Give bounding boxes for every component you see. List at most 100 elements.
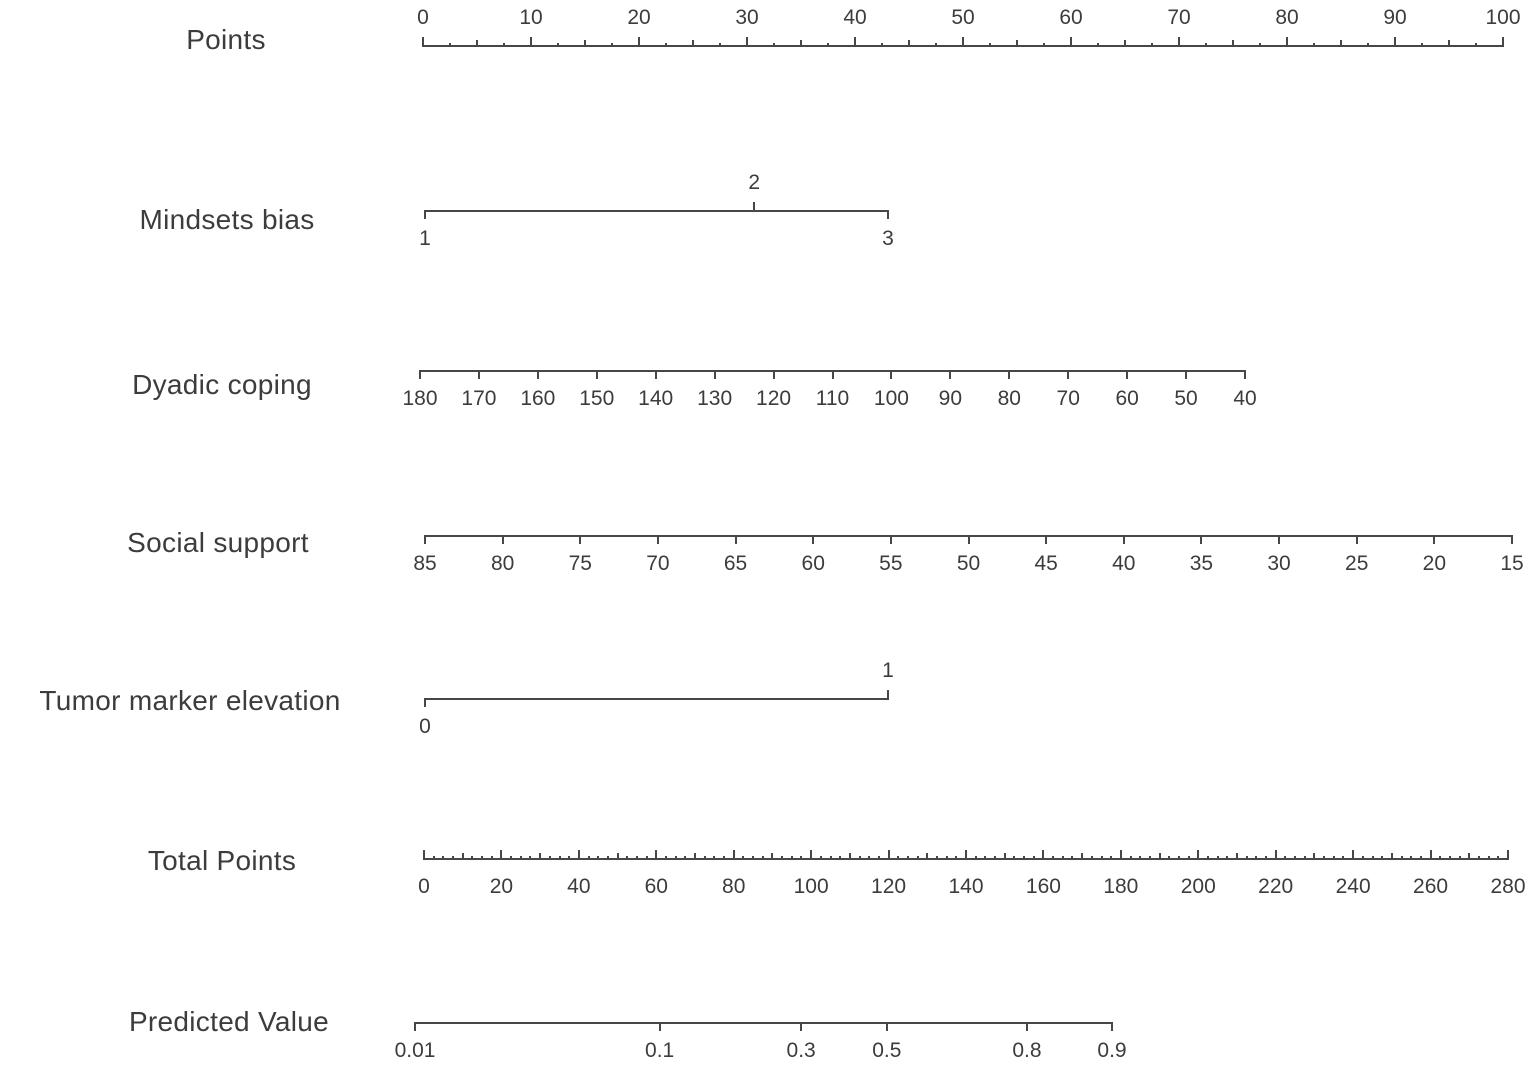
tick-total-points [1313,853,1316,860]
tick-label-predicted-value: 0.5 [872,1039,902,1062]
tick-label-total-points: 40 [567,875,591,898]
tick-total-points [1168,855,1171,860]
tick-points [557,42,559,47]
tick-total-points [1274,850,1277,860]
tick-mindsets-bias [424,210,426,219]
tick-total-points [1003,853,1006,860]
tick-total-points [1303,855,1306,860]
tick-total-points [1177,855,1180,860]
tick-total-points [761,855,764,860]
tick-label-total-points: 120 [871,875,907,898]
tick-total-points [1119,850,1122,860]
tick-label-points: 60 [1059,6,1083,29]
tick-mindsets-bias [887,210,889,219]
tick-points [1367,42,1369,47]
tick-label-total-points: 100 [793,875,829,898]
tick-total-points [1468,853,1471,860]
tick-total-points [490,855,493,860]
tick-total-points [1158,853,1161,860]
tick-total-points [1032,855,1035,860]
tick-dyadic-coping [1008,370,1011,379]
tick-total-points [655,850,658,860]
tick-points [773,42,775,47]
tick-label-dyadic-coping: 100 [873,387,909,410]
tick-label-total-points: 240 [1335,875,1371,898]
tick-label-predicted-value: 0.9 [1097,1039,1127,1062]
tick-label-dyadic-coping: 170 [461,387,497,410]
tick-points [449,42,451,47]
tick-label-social-support: 50 [956,552,981,575]
tick-social-support [501,535,504,544]
tick-total-points [1226,855,1229,860]
tick-label-social-support: 45 [1034,552,1058,575]
tick-total-points [1400,855,1403,860]
tick-points [584,40,586,47]
tick-total-points [1361,855,1364,860]
tick-label-predicted-value: 0.1 [645,1039,675,1062]
tick-total-points [529,855,532,860]
tick-label-total-points: 280 [1490,875,1526,898]
tick-label-mindsets-bias: 3 [882,227,894,250]
tick-total-points [1206,855,1209,860]
tick-dyadic-coping [831,370,834,379]
tick-predicted-value [885,1022,888,1031]
tick-total-points [1255,855,1258,860]
tick-social-support [1045,535,1048,544]
tick-total-points [1352,850,1355,860]
tick-total-points [645,855,648,860]
tick-total-points [723,855,726,860]
tick-total-points [1332,855,1335,860]
tick-social-support [1355,535,1358,544]
tick-label-social-support: 75 [568,552,592,575]
tick-points [1421,42,1423,47]
tick-total-points [1148,855,1151,860]
tick-label-social-support: 85 [413,552,437,575]
tick-dyadic-coping [477,370,480,379]
tick-dyadic-coping [1244,370,1246,379]
tick-total-points [935,855,938,860]
tick-total-points [742,855,745,860]
tick-points [1313,42,1315,47]
tick-total-points [771,853,774,860]
tick-points [530,37,532,47]
tick-label-dyadic-coping: 90 [938,387,963,410]
tick-points [1151,42,1153,47]
tick-points [1232,40,1234,47]
tick-total-points [568,855,571,860]
tick-total-points [606,855,609,860]
tick-total-points [626,855,629,860]
tick-social-support [1278,535,1281,544]
tick-label-social-support: 80 [490,552,515,575]
tick-total-points [887,850,890,860]
tick-total-points [664,855,667,860]
tick-social-support [734,535,737,544]
tick-total-points [1381,855,1384,860]
tick-total-points [635,855,638,860]
tick-dyadic-coping [949,370,952,379]
tick-points [827,42,829,47]
tick-total-points [1236,853,1238,860]
tick-points [854,37,856,47]
axis-label-total-points: Total Points [147,845,297,876]
tick-points [422,37,424,47]
tick-total-points [752,855,755,860]
tick-points [638,37,640,47]
tick-points [1097,42,1099,47]
tick-points [989,42,991,47]
axis-label-tumor-marker-elevation: Tumor marker elevation [39,685,341,716]
tick-points [1475,42,1477,47]
axis-line-tumor-marker-elevation [425,698,888,700]
tick-label-total-points: 200 [1180,875,1216,898]
tick-label-points: 40 [843,6,867,29]
tick-social-support [579,535,582,544]
tick-label-social-support: 20 [1422,552,1447,575]
tick-points [746,37,748,47]
tick-total-points [500,850,503,860]
tick-label-dyadic-coping: 110 [815,387,850,410]
tick-points [962,37,964,47]
tick-total-points [713,855,716,860]
tick-total-points [694,853,696,860]
tick-points [476,40,478,47]
tick-label-points: 90 [1383,6,1407,29]
tick-dyadic-coping [772,370,775,379]
